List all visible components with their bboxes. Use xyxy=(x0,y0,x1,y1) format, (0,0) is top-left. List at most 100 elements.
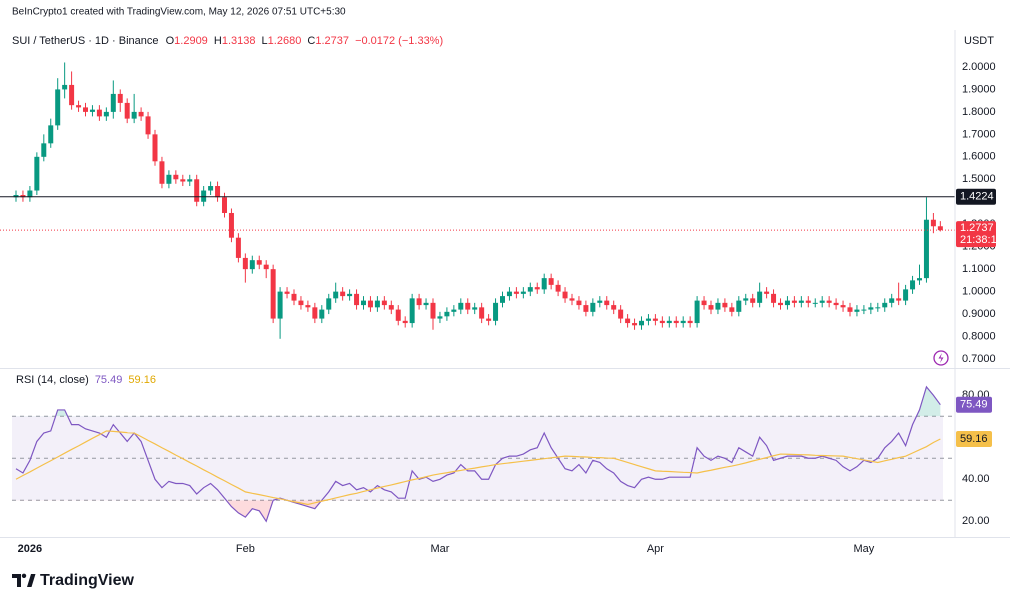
candle-body xyxy=(367,300,373,308)
ohlc-value: 1.2909 xyxy=(174,35,208,47)
candle-body xyxy=(583,305,589,312)
candle-body xyxy=(20,195,26,198)
ohlc-label: H xyxy=(214,35,222,47)
alert-icon xyxy=(933,350,949,366)
candle-body xyxy=(778,302,783,306)
candle-body xyxy=(458,302,464,310)
oversold-fill xyxy=(226,500,322,522)
candle-body xyxy=(750,298,756,303)
candle-body xyxy=(764,291,770,294)
candle-body xyxy=(666,320,672,324)
brand-name: TradingView xyxy=(40,572,135,589)
y-tick-label: 40.00 xyxy=(962,473,990,485)
candle-body xyxy=(430,302,436,319)
rsi-legend: RSI (14, close) 75.49 59.16 xyxy=(16,374,156,386)
change: −0.0172 (−1.33%) xyxy=(355,35,443,47)
candle-body xyxy=(34,156,40,191)
candle-body xyxy=(722,302,728,308)
candle-body xyxy=(83,107,88,112)
currency-label: USDT xyxy=(964,35,994,47)
candle-body xyxy=(632,323,638,326)
x-tick-label: 2026 xyxy=(18,543,42,555)
candle-body xyxy=(416,298,422,306)
candle-body xyxy=(298,300,304,306)
candle-body xyxy=(76,105,82,108)
level-label: 1.4224 xyxy=(960,191,994,203)
candle-body xyxy=(451,309,457,312)
candle-body xyxy=(291,293,297,301)
ohlc-label: L xyxy=(262,35,268,47)
ohlc-value: 1.3138 xyxy=(222,35,256,47)
candle-body xyxy=(819,300,825,303)
candle-body xyxy=(96,109,102,117)
ohlc-value: 1.2680 xyxy=(268,35,302,47)
y-tick-label: 20.00 xyxy=(962,515,990,527)
rsi-ma-line xyxy=(15,430,941,506)
candle-body xyxy=(472,307,478,310)
candle-body xyxy=(388,305,394,310)
candle-body xyxy=(673,320,679,324)
candle-body xyxy=(284,291,290,294)
chart-layer: 0.70000.80000.90001.00001.10001.20001.30… xyxy=(0,61,996,555)
candle-body xyxy=(41,143,47,157)
candle-body xyxy=(493,302,499,321)
candle-body xyxy=(173,174,179,180)
value-label: 75.49 xyxy=(960,399,988,411)
candle-body xyxy=(562,291,568,299)
candle-body xyxy=(708,305,714,310)
candle-body xyxy=(235,237,241,258)
candle-body xyxy=(361,300,366,306)
x-tick-label: Feb xyxy=(236,543,255,555)
candle-body xyxy=(270,269,276,319)
y-tick-label: 0.7000 xyxy=(962,353,996,365)
y-tick-label: 1.0000 xyxy=(962,286,996,298)
candle-body xyxy=(798,300,804,303)
candle-body xyxy=(527,287,533,292)
candle-body xyxy=(597,300,603,303)
candle-body xyxy=(437,316,443,319)
candle-body xyxy=(340,291,346,297)
candle-body xyxy=(479,307,485,319)
candle-body xyxy=(854,309,860,312)
candle-body xyxy=(62,84,68,90)
y-tick-label: 1.9000 xyxy=(962,83,996,95)
candle-body xyxy=(89,109,95,112)
candle-body xyxy=(319,309,325,319)
countdown: 21:38:14 xyxy=(960,234,1003,246)
candle-body xyxy=(326,298,332,310)
candle-body xyxy=(534,287,540,290)
candle-body xyxy=(333,291,339,299)
candle-body xyxy=(423,302,429,306)
ohlc-label: O xyxy=(166,35,175,47)
candle-body xyxy=(381,300,387,306)
candle-body xyxy=(201,190,207,202)
candle-body xyxy=(715,302,721,310)
candle-body xyxy=(180,179,186,182)
y-tick-label: 1.7000 xyxy=(962,128,996,140)
candle-body xyxy=(222,197,227,213)
candle-body xyxy=(875,307,881,309)
candle-body xyxy=(910,280,916,290)
ohlc-value: 1.2737 xyxy=(315,35,349,47)
candle-body xyxy=(541,278,547,290)
candle-body xyxy=(395,309,401,321)
candle-body xyxy=(930,219,936,227)
candle-body xyxy=(882,302,888,308)
candle-body xyxy=(242,257,248,270)
attribution: BeInCrypto1 created with TradingView.com… xyxy=(12,7,346,18)
candle-body xyxy=(889,298,895,303)
candle-body xyxy=(215,186,221,198)
candle-body xyxy=(652,318,658,321)
candle-body xyxy=(486,318,492,321)
candle-body xyxy=(812,302,818,304)
candle-body xyxy=(743,298,749,301)
candle-body xyxy=(347,293,353,297)
candle-body xyxy=(103,111,109,117)
candle-body xyxy=(444,311,450,317)
candle-body xyxy=(625,318,631,324)
candle-body xyxy=(138,111,144,117)
candle-body xyxy=(402,320,408,324)
value-label-box xyxy=(956,396,992,413)
candle-body xyxy=(840,305,846,308)
